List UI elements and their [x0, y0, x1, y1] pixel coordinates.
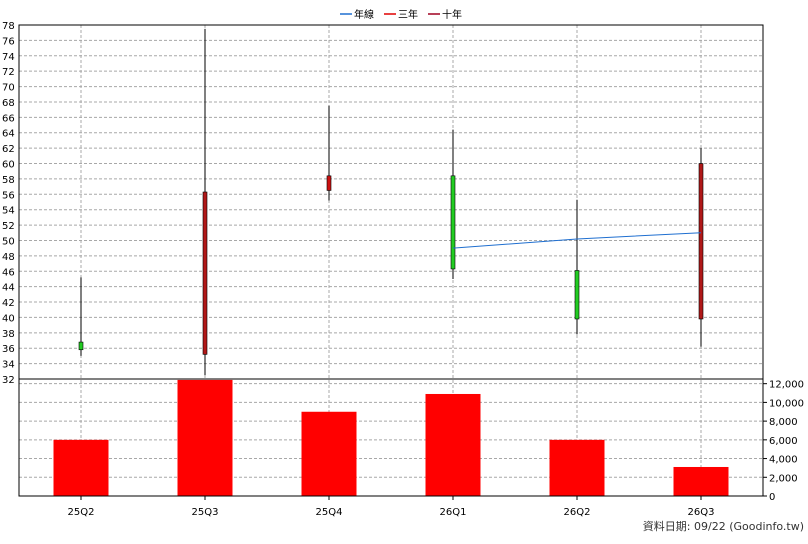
volume-tick-label: 6,000 [769, 436, 798, 447]
volume-bar [301, 411, 357, 496]
price-tick-label: 70 [2, 83, 15, 94]
price-tick-label: 66 [2, 113, 15, 124]
price-tick-label: 68 [2, 98, 15, 109]
price-tick-label: 72 [2, 67, 15, 78]
price-tick-label: 50 [2, 236, 15, 247]
price-tick-label: 60 [2, 160, 15, 171]
volume-tick-label: 8,000 [769, 417, 798, 428]
price-tick-label: 58 [2, 175, 15, 186]
volume-bar [177, 379, 233, 496]
candle-body [574, 270, 580, 320]
volume-bar [425, 393, 481, 496]
candle-body [698, 163, 704, 320]
x-tick-label: 26Q1 [440, 507, 467, 518]
x-tick-label: 25Q4 [316, 507, 343, 518]
candle-body [326, 175, 332, 191]
price-tick-label: 52 [2, 221, 15, 232]
price-tick-label: 38 [2, 329, 15, 340]
volume-bar [53, 439, 109, 496]
price-tick-label: 64 [2, 129, 15, 140]
legend-label: 年線 [354, 8, 374, 21]
x-tick-label: 25Q2 [68, 507, 95, 518]
volume-bar [673, 466, 729, 496]
candle-body [450, 175, 456, 270]
candle-body [202, 191, 208, 355]
annual-line [452, 232, 702, 249]
price-tick-label: 34 [2, 360, 15, 371]
price-tick-label: 36 [2, 344, 15, 355]
x-tick-label: 26Q2 [564, 507, 591, 518]
price-tick-label: 42 [2, 298, 15, 309]
candle-body [78, 341, 84, 351]
price-tick-label: 40 [2, 313, 15, 324]
price-tick-label: 76 [2, 36, 15, 47]
price-tick-label: 46 [2, 267, 15, 278]
volume-tick-label: 2,000 [769, 473, 798, 484]
price-tick-label: 78 [2, 21, 15, 32]
price-tick-label: 74 [2, 52, 15, 63]
volume-tick-label: 4,000 [769, 455, 798, 466]
volume-tick-label: 12,000 [769, 380, 804, 391]
legend-label: 三年 [398, 8, 418, 21]
price-tick-label: 44 [2, 283, 15, 294]
volume-tick-label: 10,000 [769, 398, 804, 409]
price-tick-label: 54 [2, 206, 15, 217]
x-tick-label: 26Q3 [688, 507, 715, 518]
data-source-footer: 資料日期: 09/22 (Goodinfo.tw) [642, 520, 804, 533]
plot-frame [18, 24, 764, 497]
legend-label: 十年 [442, 8, 462, 21]
price-tick-label: 48 [2, 252, 15, 263]
x-tick-label: 25Q3 [192, 507, 219, 518]
price-tick-label: 32 [2, 375, 15, 386]
volume-bar [549, 439, 605, 496]
volume-tick-label: 0 [769, 492, 775, 503]
price-tick-label: 62 [2, 144, 15, 155]
price-tick-label: 56 [2, 190, 15, 201]
